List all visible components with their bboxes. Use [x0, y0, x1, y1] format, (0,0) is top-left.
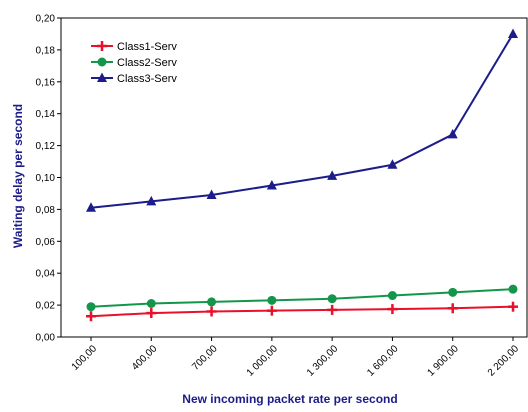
y-tick-label: 0,04 [36, 269, 56, 280]
y-tick-label: 0,10 [36, 173, 56, 184]
data-point [86, 302, 96, 312]
x-tick-label: 1 900,00 [426, 343, 462, 379]
x-tick-label: 1 300,00 [305, 343, 341, 379]
data-point [447, 303, 458, 314]
series-1 [86, 301, 518, 322]
data-point [508, 301, 518, 312]
legend: Class1-Serv Class2-Serv Class3-Serv [91, 41, 177, 85]
data-point [207, 297, 217, 307]
data-point [327, 304, 338, 315]
legend-entry: Class2-Serv [91, 57, 177, 69]
legend-marker [97, 41, 107, 51]
series-layer [86, 28, 518, 322]
data-point [266, 179, 277, 190]
data-point [146, 195, 157, 206]
series-line [90, 288, 514, 308]
y-tick-label: 0,14 [36, 109, 56, 120]
legend-entry: Class3-Serv [91, 72, 177, 85]
y-tick-label: 0,08 [36, 205, 56, 216]
data-point [448, 287, 458, 297]
y-tick-label: 0,20 [36, 14, 56, 25]
x-tick-label: 700,00 [190, 343, 220, 373]
data-point [387, 159, 398, 169]
x-tick-label: 400,00 [130, 343, 160, 373]
legend-entry: Class1-Serv [91, 41, 177, 53]
series-2 [86, 284, 518, 312]
x-axis-ticks: 100,00 400,00 700,00 1 000,00 1 300,00 1 600,… [70, 337, 522, 379]
legend-marker [97, 57, 107, 67]
data-point [508, 28, 518, 38]
data-point [387, 291, 397, 301]
legend-label: Class1-Serv [117, 41, 177, 53]
data-point [86, 311, 96, 322]
data-point [146, 299, 156, 309]
legend-label: Class3-Serv [117, 73, 177, 85]
y-tick-label: 0,00 [36, 333, 56, 344]
data-point [447, 128, 458, 139]
data-point [327, 294, 337, 304]
data-point [327, 170, 338, 180]
y-tick-label: 0,06 [36, 237, 56, 248]
series-3 [86, 28, 518, 212]
legend-label: Class2-Serv [117, 57, 177, 69]
y-tick-label: 0,16 [36, 77, 56, 88]
series-line [90, 305, 514, 318]
x-tick-label: 1 600,00 [365, 343, 401, 379]
y-axis-ticks: 0,00 0,02 0,04 0,06 0,08 0,10 0,12 0,14 0,16 0,18… [36, 14, 61, 344]
data-point [267, 295, 277, 305]
data-point [387, 304, 398, 315]
data-point [508, 284, 518, 294]
series-line [90, 33, 514, 209]
x-tick-label: 1 000,00 [245, 343, 281, 379]
data-point [206, 306, 217, 317]
x-tick-label: 2 200,00 [486, 343, 522, 379]
x-tick-label: 100,00 [70, 343, 100, 373]
data-point [146, 308, 157, 319]
plot-area-frame [60, 17, 528, 338]
legend-marker [97, 72, 107, 82]
data-point [86, 202, 96, 212]
y-tick-label: 0,12 [36, 141, 56, 152]
data-point [206, 189, 217, 200]
y-axis-title: Waiting delay per second [11, 104, 25, 248]
x-axis-title: New incoming packet rate per second [182, 392, 397, 406]
y-tick-label: 0,18 [36, 45, 56, 56]
y-tick-label: 0,02 [36, 301, 56, 312]
data-point [266, 305, 277, 316]
